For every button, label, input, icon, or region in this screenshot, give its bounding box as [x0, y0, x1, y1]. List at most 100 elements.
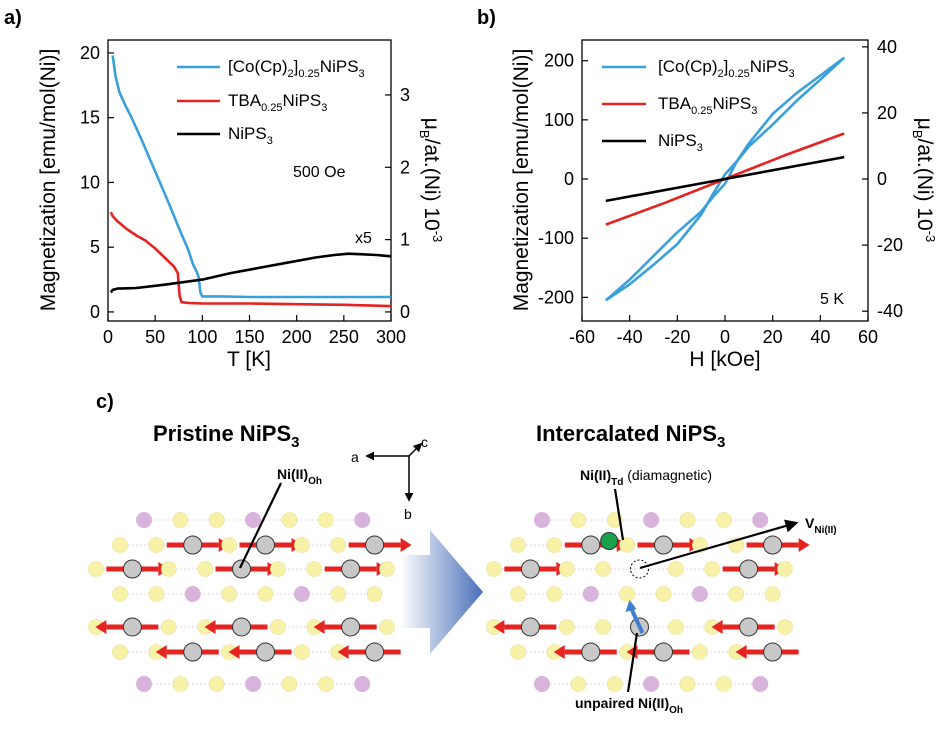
- chart0-ytick-right-label: 0: [400, 302, 410, 322]
- sulfur-atom: [160, 561, 177, 577]
- panel-a-ylabel: Magnetization [emu/mol(Ni)]: [37, 49, 60, 312]
- sulfur-atom: [764, 586, 781, 602]
- pristine-lattice: [88, 512, 412, 692]
- sulfur-atom: [148, 537, 165, 553]
- sulfur-atom: [88, 561, 104, 577]
- nickel-atom: [739, 617, 759, 637]
- sulfur-atom: [728, 586, 745, 602]
- chart0-series-0-line: [111, 55, 391, 299]
- sulfur-atom: [510, 537, 526, 553]
- phosphorus-atom: [752, 676, 769, 692]
- panel-b-temp-annotation: 5 K: [820, 291, 844, 308]
- phosphorus-atom: [136, 676, 152, 692]
- sulfur-atom: [668, 619, 684, 635]
- nickel-atom: [122, 559, 142, 579]
- sulfur-atom: [704, 561, 721, 577]
- sulfur-atom: [281, 512, 298, 528]
- phosphorus-atom: [534, 676, 550, 692]
- unpaired-spin-arrow: [629, 608, 645, 634]
- vacancy-label: VNi(II): [805, 515, 837, 536]
- sulfur-atom: [112, 586, 128, 602]
- nickel-atom: [654, 535, 673, 555]
- chart1-ytick-right-label: -20: [877, 235, 903, 255]
- sulfur-atom: [595, 619, 611, 635]
- chart0-ytick-label: 0: [90, 302, 100, 322]
- crystal-axes-indicator: a b c: [351, 434, 428, 522]
- legend-entry-nips: NiPS3: [228, 124, 273, 147]
- spin-arrow-head: [337, 645, 349, 659]
- spin-arrow-head: [204, 620, 216, 634]
- phosphorus-atom: [293, 586, 310, 602]
- chart1-ytick-right-label: 40: [877, 37, 897, 57]
- panel-b-plot-frame: [581, 39, 869, 322]
- sulfur-atom: [619, 586, 635, 602]
- unpaired-spin-arrow-head: [625, 600, 637, 612]
- pristine-title: Pristine NiPS3: [153, 421, 300, 451]
- panel-b-xlabel: H [kOe]: [689, 348, 760, 371]
- sulfur-atom: [619, 537, 635, 553]
- sulfur-atom: [570, 512, 587, 528]
- spin-arrow-head: [313, 620, 325, 634]
- spin-arrow-head: [95, 620, 107, 634]
- nickel-atom: [739, 559, 759, 579]
- sulfur-atom: [160, 619, 177, 635]
- chart1-xtick-label: 40: [810, 327, 830, 347]
- sulfur-atom: [306, 561, 323, 577]
- phosphorus-atom: [752, 512, 769, 528]
- sulfur-atom: [692, 644, 708, 660]
- sulfur-atom: [558, 619, 575, 635]
- nickel-atom: [232, 559, 251, 579]
- phosphorus-atom: [643, 676, 660, 692]
- chart1-xtick-label: 0: [720, 327, 730, 347]
- sulfur-atom: [208, 676, 225, 692]
- sulfur-atom: [777, 619, 793, 635]
- vacancy-pointer: [639, 519, 799, 570]
- ni-vacancy: [630, 559, 649, 579]
- nickel-atom: [122, 617, 142, 637]
- chart0-ytick-label: 10: [80, 172, 100, 192]
- spin-arrow-head: [155, 645, 167, 659]
- sulfur-atom: [595, 561, 611, 577]
- panel-b-right-ylabel: μB/at.(Ni) 10-3: [910, 118, 938, 243]
- panel-a-label: a): [4, 7, 22, 29]
- sulfur-atom: [510, 644, 526, 660]
- sulfur-atom: [679, 676, 696, 692]
- nickel-atom: [365, 535, 385, 555]
- sulfur-atom: [606, 676, 623, 692]
- chart0-xtick-label: 200: [282, 327, 312, 347]
- sulfur-atom: [148, 586, 165, 602]
- sulfur-atom: [486, 561, 502, 577]
- panel-b-label: b): [477, 7, 496, 29]
- sulfur-atom: [668, 561, 684, 577]
- chart0-series-1-line: [109, 211, 392, 308]
- nickel-atom: [341, 559, 361, 579]
- axis-b-label: b: [404, 506, 412, 522]
- ni-td-pointer: [613, 488, 625, 541]
- ni-oh-label: Ni(II)Oh: [277, 466, 322, 487]
- chart0-ytick-right-label: 1: [400, 230, 410, 250]
- sulfur-atom: [546, 537, 563, 553]
- legend-b-entry-tba: TBA0.25NiPS3: [658, 94, 757, 117]
- spin-arrow-head: [735, 645, 747, 659]
- panel-a-scale-annotation: x5: [355, 230, 372, 247]
- unpaired-label: unpaired Ni(II)Oh: [575, 695, 683, 716]
- unpaired-pointer: [626, 632, 639, 693]
- sulfur-atom: [112, 644, 128, 660]
- spin-arrow-head: [711, 620, 723, 634]
- legend-entry-co: [Co(Cp)2]0.25NiPS3: [228, 57, 365, 80]
- sulfur-atom: [716, 512, 732, 528]
- nickel-atom: [654, 642, 673, 662]
- chart1-xtick-label: 20: [763, 327, 783, 347]
- spin-arrow-head: [493, 620, 505, 634]
- chart1-series-0-line: [604, 56, 845, 302]
- nickel-atom: [232, 617, 251, 637]
- spin-arrow-head: [798, 538, 810, 552]
- panel-c-label: c): [96, 391, 114, 413]
- sulfur-atom: [294, 644, 310, 660]
- phosphorus-atom: [354, 676, 371, 692]
- panel-b-series: [604, 56, 846, 302]
- panel-a-xlabel: T [K]: [227, 348, 271, 371]
- chart1-ytick-right-label: 0: [877, 169, 887, 189]
